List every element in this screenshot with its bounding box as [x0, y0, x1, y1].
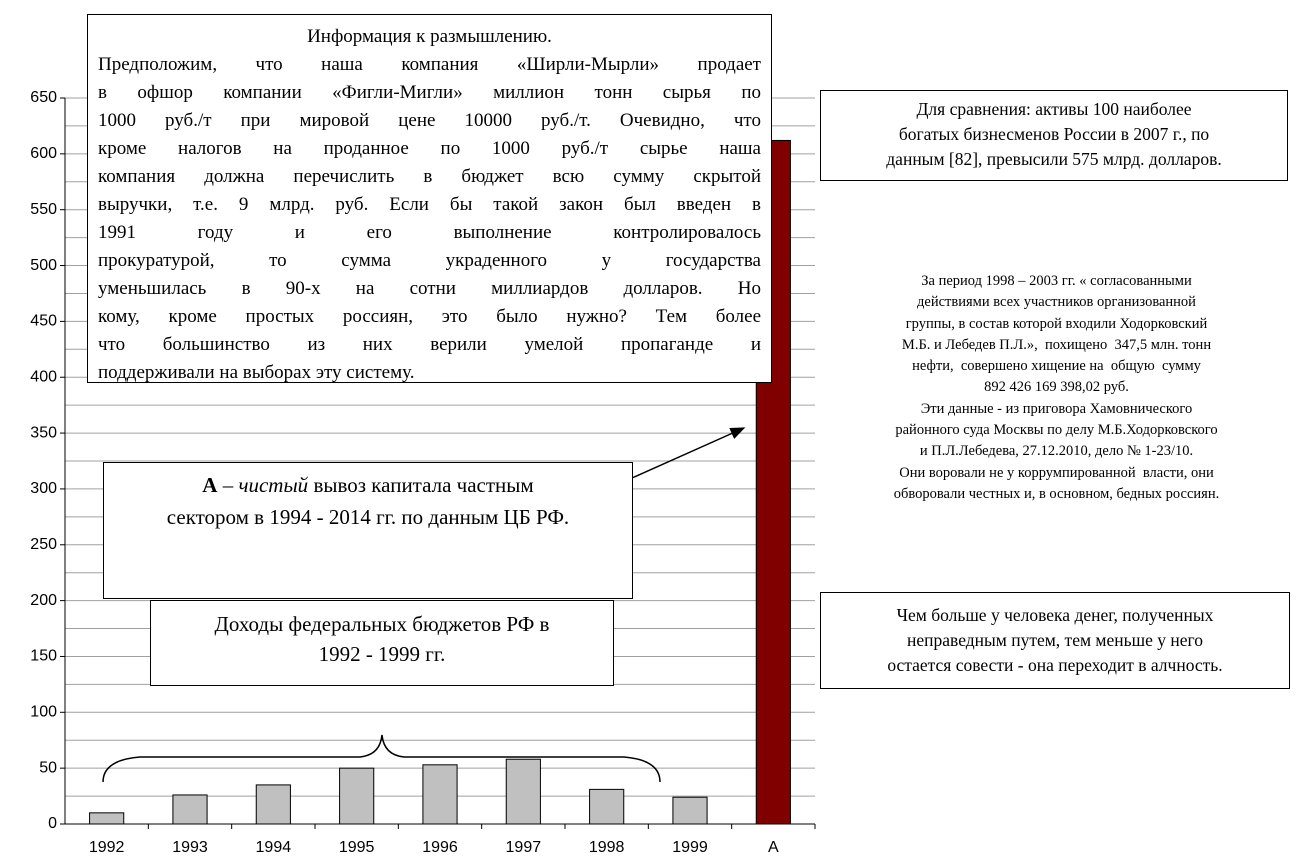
verdict-line: и П.Л.Лебедева, 27.12.2010, дело № 1-23/…: [919, 443, 1194, 460]
note-label: А: [202, 473, 218, 497]
x-tick-label: 1995: [339, 839, 375, 856]
verdict-line: 892 426 169 398,02 руб.: [984, 379, 1129, 396]
verdict-line: За период 1998 – 2003 гг. « согласованны…: [921, 273, 1192, 289]
y-tick-label: 650: [30, 89, 57, 106]
x-tick-label: 1996: [422, 839, 458, 856]
bar: [172, 794, 208, 825]
info-line: кроме налогов на проданное по 1000 руб./…: [98, 138, 761, 159]
compare-line: богатых бизнесменов России в 2007 г., по: [898, 124, 1210, 144]
verdict-line: группы, в состав которой входили Ходорко…: [905, 315, 1208, 332]
info-line: уменьшилась в 90-х на сотни миллиардов д…: [98, 278, 761, 299]
info-line: поддерживали на выборах эту систему.: [98, 362, 415, 383]
compare-line: Для сравнения: активы 100 наиболее: [916, 99, 1192, 119]
y-tick-label: 450: [30, 313, 57, 330]
budget-box: Доходы федеральных бюджетов РФ в 1992 - 1…: [150, 600, 614, 686]
bar: [89, 812, 125, 825]
info-line: 1000 руб./т при мировой цене 10000 руб./…: [98, 110, 761, 131]
info-box: Информация к размышлению. Предположим, чт…: [87, 14, 772, 383]
verdict-line: Эти данные - из приговора Хамовнического: [920, 400, 1193, 417]
verdict-line: Они воровали не у коррумпированной власт…: [899, 464, 1214, 481]
info-title: Информация к размышлению.: [307, 26, 552, 47]
x-tick-label: 1992: [89, 839, 125, 856]
bar: [589, 788, 625, 825]
brace: [102, 734, 661, 783]
info-line: прокуратурой, то сумма украденного у гос…: [98, 250, 761, 271]
y-tick-label: 350: [30, 424, 57, 441]
y-tick-label: 300: [30, 480, 57, 497]
y-tick-label: 0: [48, 815, 57, 832]
conscience-box: Чем больше у человека денег, полученных н…: [820, 592, 1290, 689]
y-tick-label: 250: [30, 536, 57, 553]
verdict-line: районного суда Москвы по делу М.Б.Ходорк…: [895, 422, 1218, 439]
y-tick-label: 100: [30, 704, 57, 721]
note-text: –: [217, 473, 239, 497]
conscience-line: Чем больше у человека денег, полученных: [896, 605, 1214, 625]
bar: [422, 764, 458, 825]
y-tick-label: 50: [39, 759, 57, 776]
x-tick-label: 1997: [506, 839, 542, 856]
y-tick-label: 400: [30, 368, 57, 385]
x-tick-label: А: [768, 839, 779, 856]
info-line: 1991 году и его выполнение контролировал…: [98, 222, 761, 243]
bar: [505, 758, 541, 825]
info-line: что большинство из них верили умелой про…: [98, 334, 761, 355]
note-text: чистый: [238, 473, 309, 497]
info-line: выручки, т.е. 9 млрд. руб. Если бы такой…: [98, 194, 761, 215]
verdict-line: обворовали честных и, в основном, бедных…: [893, 485, 1220, 502]
conscience-line: остается совести - она переходит в алчно…: [887, 655, 1223, 675]
x-tick-label: 1993: [172, 839, 208, 856]
verdict-line: нефти, совершено хищение на общую сумму: [912, 358, 1201, 375]
info-line: в офшор компании «Фигли-Мигли» миллион т…: [98, 82, 761, 103]
note-text: вывоз капитала частным: [308, 473, 534, 497]
note-text: сектором в 1994 - 2014 гг. по данным ЦБ …: [166, 505, 570, 529]
arrow: [631, 427, 746, 479]
conscience-line: неправедным путем, тем меньше у него: [907, 630, 1203, 650]
y-tick-label: 200: [30, 592, 57, 609]
budget-line: 1992 - 1999 гг.: [318, 642, 446, 666]
y-tick-label: 550: [30, 201, 57, 218]
verdict-line: действиями всех участников организованно…: [917, 294, 1196, 311]
y-tick-label: 150: [30, 648, 57, 665]
bar: [255, 784, 291, 825]
compare-line: данным [82], превысили 575 млрд. долларо…: [886, 149, 1222, 169]
x-tick-label: 1998: [589, 839, 625, 856]
y-tick-label: 600: [30, 145, 57, 162]
bar: [672, 796, 708, 825]
verdict-box: За период 1998 – 2003 гг. « согласованны…: [815, 263, 1298, 579]
info-line: компания должна перечислить в бюджет всю…: [98, 166, 761, 187]
x-tick-label: 1999: [672, 839, 708, 856]
bar: [339, 767, 375, 825]
x-tick-label: 1994: [256, 839, 292, 856]
budget-line: Доходы федеральных бюджетов РФ в: [214, 612, 550, 636]
info-line: Предположим, что наша компания «Ширли-Мы…: [98, 54, 761, 75]
y-tick-label: 500: [30, 257, 57, 274]
compare-box: Для сравнения: активы 100 наиболее богаты…: [820, 90, 1288, 181]
info-line: кому, кроме простых россиян, это было ну…: [98, 306, 761, 327]
verdict-line: М.Б. и Лебедев П.Л.», похищено 347,5 млн…: [901, 336, 1212, 353]
capital-note: А – чистый вывоз капитала частным секторо…: [103, 462, 633, 599]
